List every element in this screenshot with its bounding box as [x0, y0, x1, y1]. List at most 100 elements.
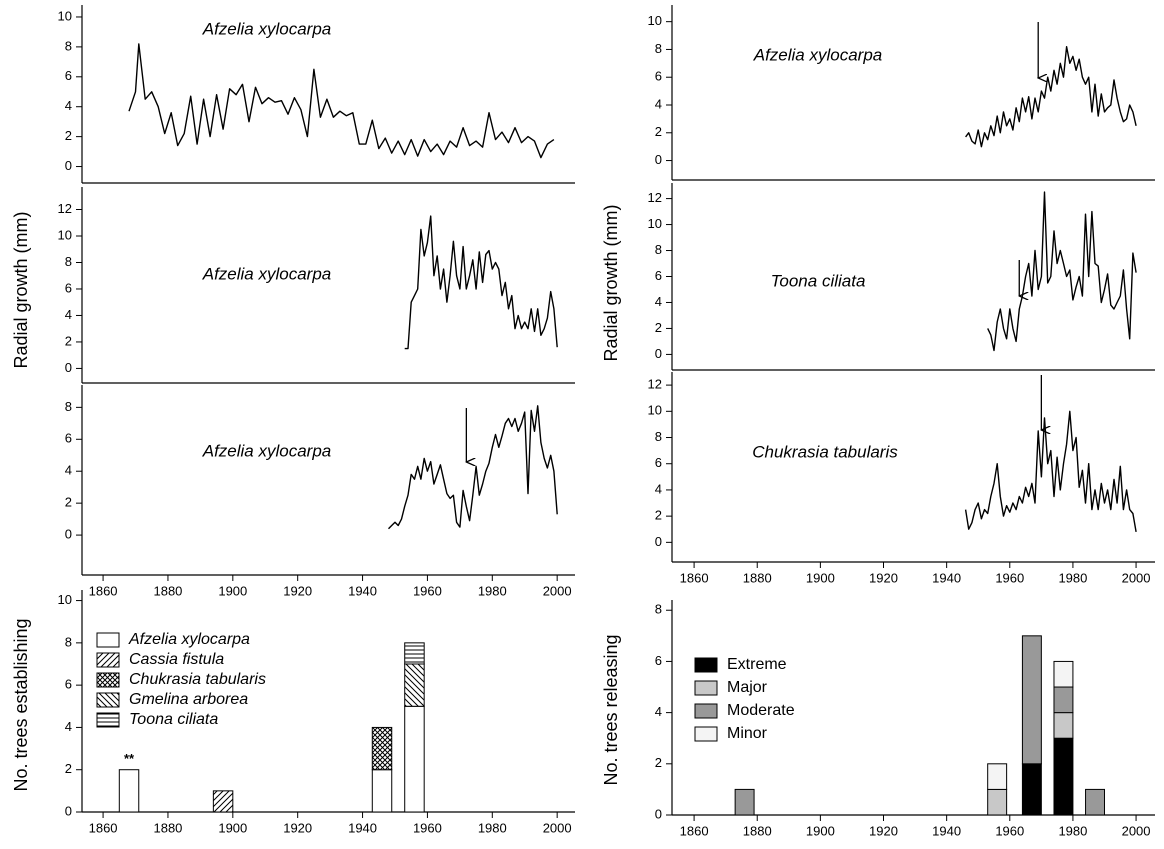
- bar-segment: [371, 769, 393, 813]
- x-tick-label: 1980: [478, 583, 507, 598]
- panel-label: Afzelia xylocarpa: [753, 45, 883, 64]
- y-tick-label: 8: [655, 602, 662, 617]
- x-tick-label: 2000: [543, 820, 572, 835]
- x-tick-label: 1980: [1058, 823, 1087, 838]
- y-tick-label: 4: [65, 307, 72, 322]
- y-tick-label: 8: [655, 242, 662, 257]
- x-tick-label: 1880: [153, 583, 182, 598]
- legend-label: Toona ciliata: [129, 711, 218, 728]
- bar-annotation: **: [124, 751, 135, 766]
- bar-segment: [404, 642, 425, 665]
- y-tick-label: 0: [655, 152, 662, 167]
- y-tick-label: 4: [655, 294, 662, 309]
- x-tick-label: 1960: [413, 820, 442, 835]
- y-tick-label: 2: [65, 128, 72, 143]
- x-tick-label: 1860: [89, 583, 118, 598]
- bar-segment: [404, 705, 425, 813]
- x-tick-label: 1920: [283, 583, 312, 598]
- bar-segment: [1053, 737, 1074, 816]
- x-tick-label: 1900: [806, 823, 835, 838]
- x-tick-label: 1860: [680, 823, 709, 838]
- y-tick-label: 8: [65, 38, 72, 53]
- y-tick-label: 6: [65, 280, 72, 295]
- x-tick-label: 1940: [348, 820, 377, 835]
- x-tick-label: 1980: [1058, 570, 1087, 585]
- legend-swatch: [694, 657, 718, 673]
- legend-swatch: [96, 712, 120, 728]
- y-tick-label: 6: [655, 653, 662, 668]
- y-axis-title: Radial growth (mm): [11, 211, 31, 368]
- bar-segment: [1053, 686, 1074, 714]
- panel-label: Afzelia xylocarpa: [202, 19, 332, 38]
- bar-segment: [987, 763, 1008, 790]
- y-tick-label: 2: [655, 755, 662, 770]
- legend-label: Afzelia xylocarpa: [128, 631, 250, 648]
- y-tick-label: 2: [655, 508, 662, 523]
- y-tick-label: 6: [65, 68, 72, 83]
- y-axis-title: No. trees establishing: [11, 618, 31, 791]
- y-tick-label: 0: [65, 158, 72, 173]
- x-tick-label: 1880: [743, 570, 772, 585]
- x-tick-label: 1900: [218, 820, 247, 835]
- x-tick-label: 1960: [995, 823, 1024, 838]
- legend-label: Extreme: [727, 656, 787, 673]
- bar-segment: [118, 769, 140, 813]
- y-tick-label: 8: [65, 399, 72, 414]
- legend-swatch: [694, 726, 718, 742]
- legend-label: Chukrasia tabularis: [129, 671, 266, 688]
- y-tick-label: 6: [65, 431, 72, 446]
- x-tick-label: 1900: [218, 583, 247, 598]
- y-tick-label: 4: [655, 704, 662, 719]
- x-tick-label: 1880: [153, 820, 182, 835]
- x-tick-label: 1920: [869, 823, 898, 838]
- legend-swatch: [96, 692, 120, 708]
- x-tick-label: 1920: [283, 820, 312, 835]
- y-tick-label: 4: [655, 96, 662, 111]
- x-tick-label: 1900: [806, 570, 835, 585]
- y-tick-label: 8: [655, 41, 662, 56]
- y-tick-label: 0: [655, 346, 662, 361]
- y-tick-label: 4: [65, 719, 72, 734]
- y-tick-label: 4: [65, 98, 72, 113]
- y-tick-label: 10: [58, 8, 72, 23]
- y-tick-label: 4: [65, 463, 72, 478]
- y-axis-title: Radial growth (mm): [601, 204, 621, 361]
- y-tick-label: 8: [65, 254, 72, 269]
- legend-swatch: [694, 703, 718, 719]
- x-tick-label: 1860: [89, 820, 118, 835]
- panel-label: Chukrasia tabularis: [752, 442, 898, 461]
- legend-swatch: [694, 680, 718, 696]
- legend-label: Gmelina arborea: [129, 691, 248, 708]
- x-tick-label: 1980: [478, 820, 507, 835]
- bar-segment: [1053, 660, 1074, 688]
- y-tick-label: 0: [655, 534, 662, 549]
- x-tick-label: 2000: [1122, 823, 1151, 838]
- panel-label: Afzelia xylocarpa: [202, 441, 332, 460]
- y-tick-label: 6: [655, 268, 662, 283]
- growth-line: [388, 405, 558, 530]
- y-tick-label: 10: [648, 13, 662, 28]
- y-tick-label: 6: [65, 677, 72, 692]
- bar-segment: [734, 788, 755, 816]
- y-tick-label: 2: [65, 333, 72, 348]
- growth-line: [128, 43, 555, 159]
- x-tick-label: 1960: [413, 583, 442, 598]
- bar-segment: [371, 726, 393, 771]
- y-tick-label: 4: [655, 481, 662, 496]
- growth-line: [987, 191, 1137, 352]
- y-tick-label: 10: [648, 403, 662, 418]
- y-tick-label: 6: [655, 69, 662, 84]
- x-tick-label: 1860: [680, 570, 709, 585]
- y-tick-label: 2: [655, 124, 662, 139]
- y-tick-label: 10: [58, 592, 72, 607]
- y-tick-label: 0: [65, 527, 72, 542]
- y-tick-label: 2: [65, 761, 72, 776]
- y-tick-label: 10: [58, 227, 72, 242]
- bar-segment: [1053, 712, 1074, 739]
- y-tick-label: 0: [655, 806, 662, 821]
- y-tick-label: 12: [648, 377, 662, 392]
- x-tick-label: 1940: [932, 823, 961, 838]
- y-tick-label: 8: [65, 634, 72, 649]
- x-tick-label: 1960: [995, 570, 1024, 585]
